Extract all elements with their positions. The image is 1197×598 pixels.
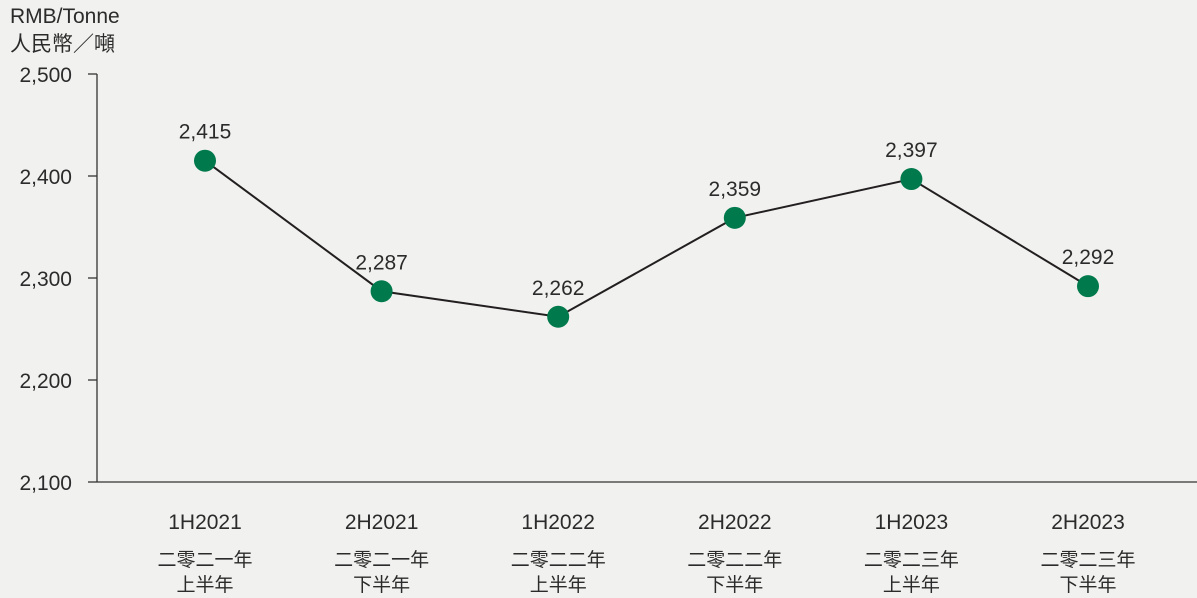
data-label: 2,359 [709, 178, 762, 201]
x-category-label: 2H2022 [698, 511, 772, 534]
x-category-zh-year: 二零二一年 [334, 549, 429, 571]
data-label: 2,262 [532, 277, 585, 300]
data-label: 2,292 [1062, 246, 1115, 269]
y-tick-label: 2,500 [19, 64, 72, 87]
data-point [1077, 275, 1099, 298]
x-category-label: 1H2021 [168, 511, 242, 534]
y-tick-label: 2,300 [19, 268, 72, 291]
data-point [723, 206, 746, 229]
series-group [194, 149, 1099, 328]
y-tick-label: 2,400 [19, 166, 72, 189]
data-label: 2,397 [885, 139, 938, 162]
x-category-zh-half: 上半年 [530, 574, 587, 596]
x-category-label: 1H2023 [875, 511, 949, 534]
x-category-zh-half: 下半年 [353, 574, 410, 596]
data-label: 2,287 [355, 251, 408, 274]
x-category-label: 2H2023 [1051, 511, 1125, 534]
series-line [204, 159, 1089, 318]
x-category-zh-year: 二零二二年 [511, 549, 606, 571]
x-category-zh-year: 二零二一年 [157, 549, 252, 571]
x-category-zh-half: 下半年 [706, 574, 763, 596]
x-category-label: 2H2021 [345, 511, 419, 534]
x-category-label: 1H2022 [521, 511, 595, 534]
y-axis-ticks: 2,100 2,200 2,300 2,400 2,500 [19, 64, 97, 495]
y-axis-unit-en: RMB/Tonne [10, 5, 120, 28]
data-point [900, 168, 923, 191]
data-point [194, 149, 216, 172]
x-category-zh-year: 二零二二年 [687, 549, 782, 571]
data-point [547, 305, 570, 328]
y-tick-label: 2,200 [19, 370, 72, 393]
x-category-zh-half: 上半年 [176, 574, 233, 596]
x-category-zh-year: 二零二三年 [1040, 549, 1135, 571]
y-tick-label: 2,100 [19, 472, 72, 495]
data-labels: 2,415 2,287 2,262 2,359 2,397 2,292 [179, 121, 1115, 300]
axes [96, 74, 1197, 483]
x-category-zh-half: 下半年 [1059, 574, 1116, 596]
x-category-zh-year: 二零二三年 [864, 549, 959, 571]
y-axis-unit-zh: 人民幣／噸 [10, 33, 115, 56]
data-point [370, 280, 393, 303]
x-category-zh-half: 上半年 [883, 574, 940, 596]
data-label: 2,415 [179, 121, 232, 144]
